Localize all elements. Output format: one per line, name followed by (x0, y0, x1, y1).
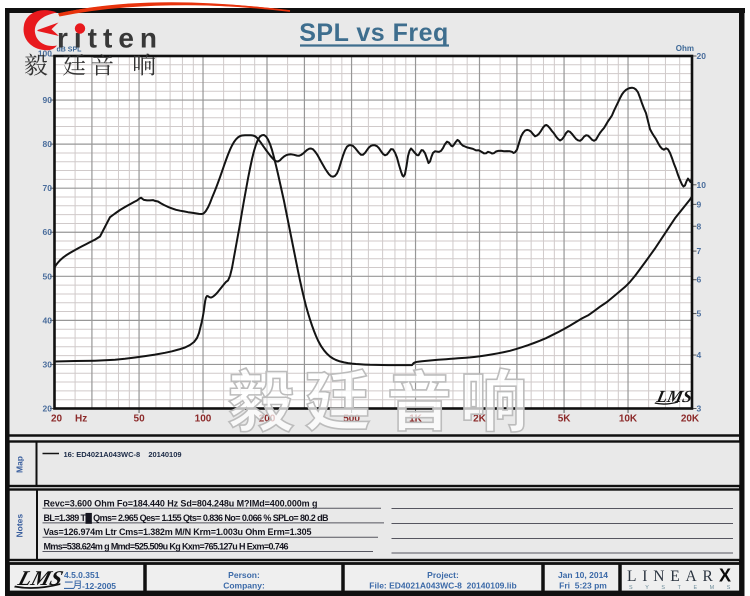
svg-text:LMS: LMS (15, 566, 66, 589)
svg-text:80: 80 (43, 139, 53, 149)
svg-text:3: 3 (697, 404, 702, 414)
svg-text:500: 500 (343, 414, 360, 425)
svg-text:Person:: Person: (228, 570, 260, 580)
svg-text:16: ED4021A043WC-8 20140109: 16: ED4021A043WC-8 20140109 (64, 450, 182, 459)
svg-text:1K: 1K (409, 414, 423, 425)
svg-text:File: ED4021A043WC-8 20140109: File: ED4021A043WC-8 20140109.lib (369, 581, 516, 591)
svg-text:Jan 10, 2014: Jan 10, 2014 (558, 570, 608, 580)
svg-text:Ohm: Ohm (676, 44, 694, 53)
svg-text:30: 30 (43, 359, 53, 369)
svg-text:Mms=538.624m g Mmd=525.509u K: Mms=538.624m g Mmd=525.509u Kg Kxm=765.1… (44, 542, 289, 552)
svg-text:4.5.0.351: 4.5.0.351 (64, 570, 100, 580)
svg-text:50: 50 (134, 414, 146, 425)
svg-text:BL=1.389 T█ Qms= 2.965 Qes=: BL=1.389 T█ Qms= 2.965 Qes= 1.155 Qts= 0… (44, 512, 330, 524)
svg-text:7: 7 (697, 246, 702, 256)
svg-text:20: 20 (51, 414, 63, 425)
svg-text:LMS: LMS (654, 387, 694, 406)
svg-text:9: 9 (697, 199, 702, 209)
svg-text:5K: 5K (558, 414, 572, 425)
svg-text:SYSTEMS: SYSTEMS (629, 585, 743, 591)
svg-text:50: 50 (43, 271, 53, 281)
svg-text:8: 8 (697, 221, 702, 231)
svg-text:6: 6 (697, 275, 702, 285)
svg-text:Revc=3.600 Ohm Fo=184.440 Hz: Revc=3.600 Ohm Fo=184.440 Hz Sd=804.248u… (44, 498, 318, 508)
svg-text:100: 100 (195, 414, 212, 425)
svg-text:Vas=126.974m Ltr Cms=1.382m M: Vas=126.974m Ltr Cms=1.382m M/N Krm=1.00… (44, 527, 312, 537)
svg-text:Company:: Company: (223, 581, 265, 591)
svg-text:20K: 20K (681, 414, 700, 425)
svg-text:60: 60 (43, 227, 53, 237)
svg-text:2K: 2K (473, 414, 487, 425)
svg-text:10K: 10K (619, 414, 638, 425)
svg-text:ritten: ritten (57, 23, 163, 54)
svg-text:SPL vs Freq: SPL vs Freq (299, 19, 449, 47)
svg-text:Map: Map (15, 456, 25, 473)
svg-text:40: 40 (43, 315, 53, 325)
svg-text:Fri 5:23 pm: Fri 5:23 pm (559, 581, 607, 591)
svg-text:10: 10 (697, 180, 707, 190)
svg-text:Project:: Project: (427, 570, 459, 580)
svg-text:5: 5 (697, 309, 702, 319)
svg-text:4: 4 (697, 350, 702, 360)
svg-text:70: 70 (43, 183, 53, 193)
svg-text:20: 20 (43, 404, 53, 414)
svg-text:X: X (719, 566, 731, 586)
svg-text:100: 100 (38, 49, 52, 59)
svg-text:-12-2005: -12-2005 (82, 581, 116, 591)
svg-text:LINEAR: LINEAR (627, 568, 719, 585)
svg-text:90: 90 (43, 95, 53, 105)
svg-text:20: 20 (697, 51, 707, 61)
svg-text:200: 200 (259, 414, 276, 425)
svg-text:dB SPL: dB SPL (57, 47, 83, 54)
svg-text:Notes: Notes (15, 514, 25, 538)
svg-text:Hz: Hz (75, 414, 87, 425)
